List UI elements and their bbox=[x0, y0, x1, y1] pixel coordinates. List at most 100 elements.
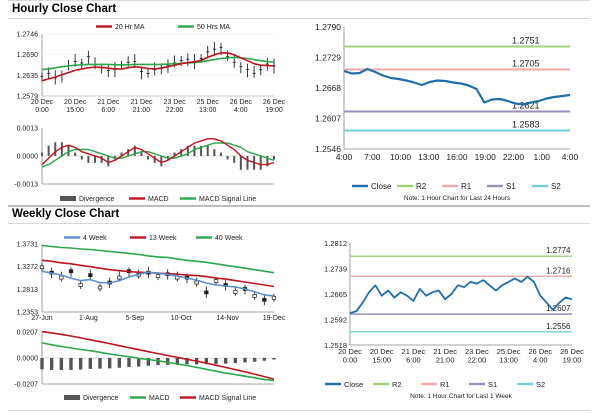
hourly-price-xtick: 23 Dec 22:00 bbox=[163, 99, 186, 114]
legend-hourly-macd-signal-label: MACD Signal Line bbox=[199, 196, 256, 203]
hourly-section-title: Hourly Close Chart bbox=[12, 3, 117, 15]
hourly-24h-legend-close-label: Close bbox=[371, 182, 392, 191]
hourly-price-xtick: 21 Dec 6:00 bbox=[97, 99, 120, 114]
hourly-24h-xtick: 1:00 bbox=[533, 152, 550, 162]
legend-20hr-ma-label: 20 Hr MA bbox=[115, 24, 145, 31]
weekly-price-candle bbox=[262, 297, 267, 302]
weekly-1w-xtick: 26 Dec 4:00 bbox=[528, 347, 552, 365]
weekly-price-candle bbox=[155, 274, 161, 278]
hourly-24h-ytick: 1.2546 bbox=[315, 144, 341, 154]
hourly-24h-legend-r2-label: R2 bbox=[416, 182, 427, 191]
hourly-price-xtick: 20 Dec 0:00 bbox=[31, 99, 54, 114]
hourly-24h-xtick: 4:00 bbox=[336, 152, 353, 162]
weekly-1w-xtick: 21 Dec 6:00 bbox=[402, 347, 426, 365]
hourly-price-xtick: 25 Dec 13:00 bbox=[197, 99, 220, 114]
hourly-50hr-ma-line bbox=[41, 56, 275, 71]
weekly-price-candle bbox=[39, 265, 45, 270]
hourly-title-rule bbox=[8, 18, 590, 19]
hourly-price-ytick: 1.2579 bbox=[17, 94, 39, 101]
hourly-24h-xtick: 4:00 bbox=[562, 152, 579, 162]
weekly-title-rule bbox=[8, 223, 590, 224]
weekly-1w-ytick: 1.2665 bbox=[324, 290, 347, 299]
weekly-price-xtick: 27-Jun bbox=[31, 315, 53, 322]
weekly-price-ytick: 1.2813 bbox=[17, 287, 39, 294]
hourly-24h-ytick: 1.2790 bbox=[315, 22, 341, 32]
weekly-price-xtick: 19-Dec bbox=[263, 315, 286, 322]
hourly-24h-close-line bbox=[343, 67, 571, 106]
weekly-1w-legend-r1-label: R1 bbox=[440, 380, 450, 389]
hourly-macd-line bbox=[41, 138, 275, 166]
hourly-24h-ytick: 1.2729 bbox=[315, 53, 341, 63]
hourly-macd-ytick: 0.0013 bbox=[17, 126, 39, 133]
legend-hourly-divergence-swatch bbox=[60, 196, 76, 201]
weekly-price-xtick: 14-Nov bbox=[216, 315, 239, 322]
weekly-1w-level-r2-label: 1.2774 bbox=[546, 246, 571, 255]
hourly-24h-xtick: 22:00 bbox=[503, 152, 525, 162]
weekly-section-title: Weekly Close Chart bbox=[12, 208, 120, 220]
weekly-40-week-line bbox=[41, 244, 275, 274]
section-divider bbox=[8, 205, 590, 207]
hourly-24h-xtick: 16:00 bbox=[446, 152, 468, 162]
hourly-price-ytick: 1.2635 bbox=[17, 73, 39, 80]
weekly-1w-xtick: 23 Dec 22:00 bbox=[465, 347, 489, 365]
hourly-24h-xtick: 13:00 bbox=[418, 152, 440, 162]
hourly-24h-level-s1-label: 1.2621 bbox=[512, 101, 540, 111]
weekly-price-xtick: 5-Sep bbox=[125, 315, 144, 322]
hourly-24h-level-r2-label: 1.2751 bbox=[512, 36, 540, 46]
legend-weekly-macd-signal-label: MACD Signal Line bbox=[199, 395, 256, 402]
weekly-1w-xtick: 25 Dec 13:00 bbox=[497, 347, 521, 365]
weekly-price-candle bbox=[68, 269, 74, 274]
weekly-1w-xtick: 20 Dec 15:00 bbox=[370, 347, 394, 365]
weekly-price-candle bbox=[88, 273, 93, 277]
hourly-24h-ytick: 1.2607 bbox=[315, 114, 341, 124]
weekly-1w-ytick: 1.2518 bbox=[324, 341, 347, 350]
weekly-1w-legend-close-label: Close bbox=[344, 380, 363, 389]
weekly-price-candle bbox=[78, 283, 83, 287]
hourly-24h-legend-s2-label: S2 bbox=[551, 182, 561, 191]
legend-50hr-ma-label: 50 Hrs MA bbox=[197, 24, 230, 31]
weekly-1w-legend-r2-label: R2 bbox=[392, 380, 402, 389]
legend-weekly-divergence-swatch bbox=[64, 395, 80, 400]
hourly-24h-legend-s1-label: S1 bbox=[506, 182, 516, 191]
weekly-price-ytick: 1.3731 bbox=[17, 242, 39, 249]
hourly-24h-xtick: 19:00 bbox=[475, 152, 497, 162]
legend-hourly-macd-label: MACD bbox=[148, 196, 169, 203]
weekly-1w-xtick: 21 Dec 21:00 bbox=[433, 347, 457, 365]
weekly-4-week-line bbox=[41, 270, 275, 297]
weekly-price-candle bbox=[117, 275, 122, 280]
weekly-price-candle bbox=[252, 294, 257, 298]
hourly-24h-level-r1-label: 1.2705 bbox=[512, 59, 540, 69]
hourly-24h-legend-r1-label: R1 bbox=[461, 182, 472, 191]
legend-weekly-macd-label: MACD bbox=[149, 395, 170, 402]
weekly-price-candle bbox=[194, 280, 199, 285]
legend-40-week-label: 40 Week bbox=[215, 235, 243, 242]
weekly-price-xtick: 10-Oct bbox=[171, 315, 192, 322]
weekly-price-candle bbox=[233, 290, 238, 294]
weekly-1w-ytick: 1.2592 bbox=[324, 316, 347, 325]
bottom-rule bbox=[8, 410, 590, 411]
weekly-price-candle bbox=[213, 279, 219, 283]
hourly-24h-xtick: 10:00 bbox=[390, 152, 412, 162]
weekly-1w-level-r1-label: 1.2716 bbox=[546, 266, 571, 275]
weekly-price-candle bbox=[271, 296, 277, 300]
legend-weekly-divergence-label: Divergence bbox=[83, 395, 119, 402]
weekly-1w-xtick: 20 Dec 0:00 bbox=[338, 347, 362, 365]
hourly-24h-ytick: 1.2668 bbox=[315, 83, 341, 93]
weekly-price-candle bbox=[97, 285, 103, 290]
hourly-macd-signal-line bbox=[41, 142, 275, 168]
hourly-24h-note: Note: 1 Hour Chart for Last 24 Hours bbox=[404, 195, 511, 202]
weekly-1w-ytick: 1.2812 bbox=[324, 239, 347, 248]
hourly-price-xtick: 26 Dec 19:00 bbox=[263, 99, 286, 114]
weekly-1w-xtick: 26 Dec 19:00 bbox=[560, 347, 584, 365]
weekly-macd-signal-line bbox=[41, 330, 275, 380]
weekly-1w-level-s1-label: 1.2607 bbox=[546, 304, 571, 313]
weekly-1w-close-line bbox=[349, 275, 573, 314]
weekly-1w-legend-s1-label: S1 bbox=[488, 380, 497, 389]
weekly-price-xtick: 1-Aug bbox=[79, 315, 98, 322]
